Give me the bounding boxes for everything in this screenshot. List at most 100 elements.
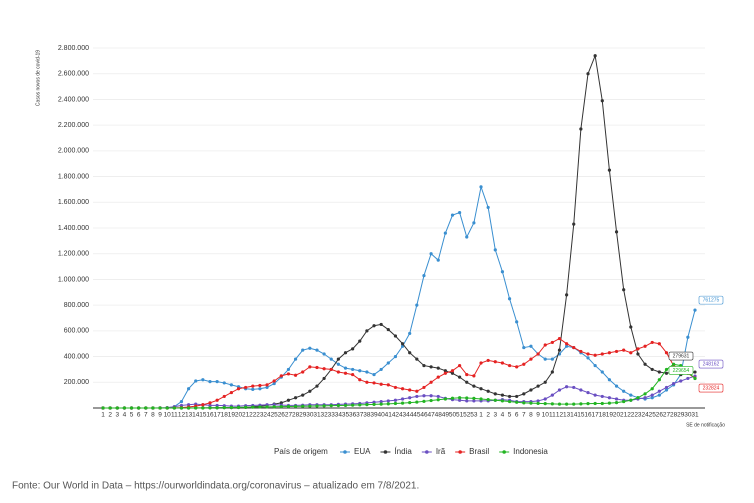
data-point: [258, 383, 262, 388]
data-point: [422, 273, 426, 278]
data-point: [543, 343, 547, 347]
data-point: [208, 406, 212, 410]
legend-label: Brasil: [469, 447, 489, 456]
data-point: [507, 394, 512, 399]
x-tick-label: 1: [479, 412, 483, 419]
end-label: 761275: [703, 297, 720, 303]
data-point: [522, 392, 526, 396]
data-point: [543, 380, 547, 384]
data-point: [393, 334, 398, 338]
data-point: [657, 389, 661, 393]
data-point: [429, 394, 433, 398]
data-point: [251, 405, 255, 409]
x-tick-label: 16: [206, 412, 214, 419]
data-point: [222, 394, 226, 399]
data-point: [543, 357, 547, 361]
data-point: [279, 404, 283, 409]
data-point: [507, 399, 512, 404]
data-point: [386, 327, 390, 332]
data-point: [493, 398, 497, 402]
data-point: [336, 357, 340, 361]
data-point: [400, 342, 405, 346]
x-tick-label: 9: [158, 412, 162, 419]
data-point: [301, 370, 305, 374]
x-tick-label: 44: [406, 412, 414, 419]
data-point: [493, 360, 497, 364]
y-tick-label: 1.200.000: [58, 251, 89, 258]
data-point: [443, 369, 447, 373]
data-point: [450, 396, 455, 400]
data-point: [144, 406, 148, 410]
data-point: [315, 404, 319, 408]
x-tick-label: 19: [228, 412, 236, 419]
data-point: [215, 398, 219, 402]
x-axis-label: SE de notificação: [686, 422, 725, 428]
data-point: [436, 398, 440, 402]
end-label-box: [668, 351, 694, 361]
data-point: [450, 369, 455, 373]
data-point: [529, 401, 533, 405]
data-point: [379, 402, 383, 406]
data-point: [372, 372, 376, 377]
data-point: [586, 72, 590, 76]
data-point: [629, 325, 633, 329]
x-tick-label: 6: [515, 412, 519, 419]
data-point: [393, 385, 398, 390]
x-tick-label: 1: [101, 412, 105, 419]
data-point: [657, 378, 661, 382]
data-point: [593, 393, 597, 397]
data-point: [429, 365, 433, 369]
data-point: [315, 365, 319, 370]
data-point: [458, 398, 462, 402]
data-point: [465, 372, 469, 377]
data-point: [408, 388, 412, 392]
data-point: [172, 406, 176, 410]
data-point: [379, 367, 383, 372]
data-point: [429, 380, 433, 384]
y-axis-label: Casos novos de covid-19: [35, 50, 41, 106]
data-point: [507, 297, 512, 301]
legend-label: Indonesia: [513, 447, 548, 456]
x-tick-label: 40: [378, 412, 386, 419]
data-point: [450, 213, 455, 217]
data-point: [301, 348, 305, 352]
data-point: [565, 293, 569, 297]
legend-label: Irã: [436, 447, 446, 456]
legend-label: Índia: [394, 447, 412, 456]
x-tick-label: 19: [606, 412, 614, 419]
x-tick-label: 35: [342, 412, 350, 419]
data-point: [500, 399, 505, 403]
data-point: [500, 361, 505, 365]
data-point: [186, 403, 191, 407]
data-point: [579, 402, 583, 406]
data-point: [443, 231, 447, 235]
data-point: [515, 365, 519, 369]
data-point: [536, 352, 540, 356]
series-line: [103, 53, 696, 409]
series-line: [103, 363, 696, 409]
y-tick-label: 200.000: [64, 379, 89, 386]
data-point: [593, 363, 597, 368]
data-point: [101, 406, 105, 410]
x-tick-label: 27: [663, 412, 671, 419]
data-point: [322, 352, 326, 356]
data-point: [293, 396, 298, 400]
x-tick-label: 25: [649, 412, 657, 419]
data-point: [236, 405, 241, 409]
legend-dot: [425, 450, 429, 454]
x-tick-label: 8: [529, 412, 533, 419]
x-tick-label: 46: [420, 412, 428, 419]
data-point: [379, 399, 383, 404]
data-point: [293, 373, 298, 377]
x-tick-label: 43: [399, 412, 407, 419]
data-point: [358, 369, 362, 373]
data-point: [622, 389, 626, 393]
data-point: [600, 99, 604, 103]
data-point: [215, 403, 219, 408]
data-point: [301, 404, 305, 408]
data-point: [415, 400, 419, 404]
data-point: [636, 352, 640, 356]
x-tick-label: 50: [449, 412, 457, 419]
data-point: [351, 347, 355, 351]
data-point: [614, 397, 619, 401]
